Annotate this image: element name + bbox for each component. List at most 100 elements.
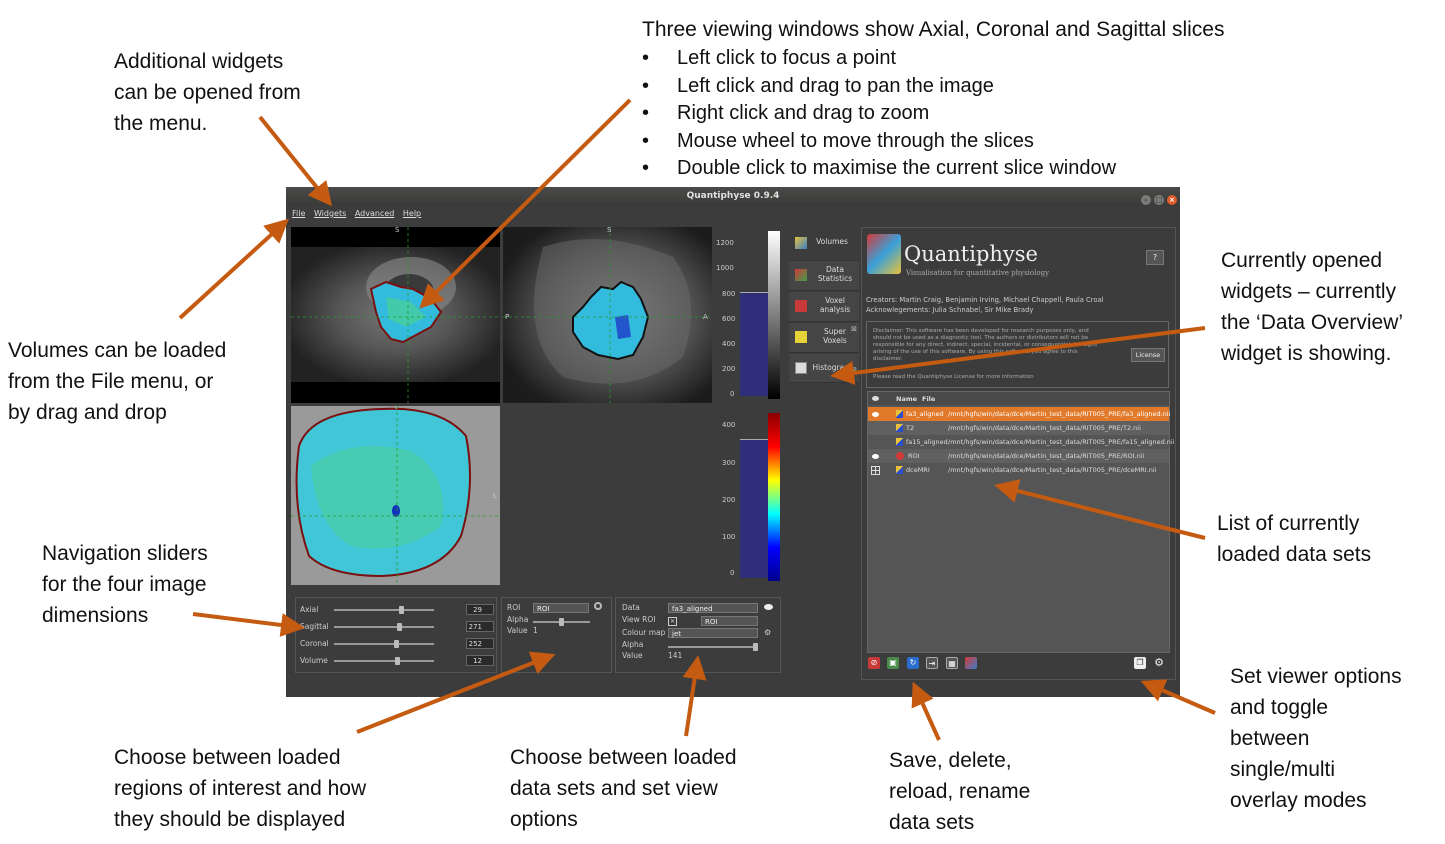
orientation-label: I	[395, 406, 398, 411]
roi-alpha-label: Alpha	[507, 615, 529, 624]
volume-slider[interactable]	[334, 657, 434, 665]
annotation-data-list: List of currently loaded data sets	[1217, 508, 1371, 570]
axial-slider[interactable]	[334, 606, 434, 614]
colour-palette-icon[interactable]	[965, 657, 977, 669]
arrow-nav-sliders	[192, 612, 305, 637]
close-tab-icon[interactable]: ⊠	[851, 366, 857, 374]
menu-advanced[interactable]: Advanced	[354, 209, 395, 218]
annotation-line: for the four image	[42, 573, 207, 596]
settings-gear-icon[interactable]: ⚙	[1154, 656, 1164, 669]
dataset-file: /mnt/hgfs/win/data/dce/Martin_test_data/…	[948, 410, 1171, 418]
annotation-viewing-title: Three viewing windows show Axial, Corona…	[642, 14, 1224, 45]
creators-text: Creators: Martin Craig, Benjamin Irving,…	[866, 296, 1104, 304]
annotation-line: regions of interest and how	[114, 777, 367, 800]
roi-settings-icon[interactable]	[594, 602, 602, 610]
save-icon[interactable]: ▣	[887, 657, 899, 669]
dataset-file: /mnt/hgfs/win/data/dce/Martin_test_data/…	[948, 424, 1141, 432]
coronal-view[interactable]: I L	[291, 406, 500, 585]
colour-map-options-icon[interactable]: ⚙	[764, 628, 772, 637]
slider-knob[interactable]	[395, 657, 400, 665]
sagittal-label: Sagittal	[300, 622, 329, 631]
tab-volumes[interactable]: Volumes	[789, 227, 859, 261]
colour-map-select[interactable]: jet	[668, 628, 758, 638]
annotation-line: loaded data sets	[1217, 543, 1372, 566]
data-alpha-slider[interactable]	[668, 643, 758, 651]
coronal-spinbox[interactable]: 252	[466, 638, 494, 649]
visible-eye-icon[interactable]	[872, 412, 879, 417]
annotation-line: single/multi	[1230, 758, 1336, 781]
reload-icon[interactable]: ↻	[907, 657, 919, 669]
slider-knob[interactable]	[753, 643, 758, 651]
roi-alpha-slider[interactable]	[533, 618, 590, 626]
visibility-eye-icon[interactable]	[764, 604, 773, 610]
minimize-icon[interactable]: –	[1141, 195, 1151, 205]
colorbar-tick: 0	[730, 390, 735, 398]
maximize-icon[interactable]: □	[1154, 195, 1164, 205]
rename-icon[interactable]: ⇥	[926, 657, 938, 669]
data-panel: Data fa3_aligned View ROI ✕ ROI Colour m…	[615, 597, 781, 673]
tab-data-statistics[interactable]: Data Statistics	[789, 261, 859, 291]
grid-icon[interactable]	[871, 466, 880, 475]
colorbar-tick: 0	[730, 569, 735, 577]
menu-file[interactable]: File	[292, 209, 306, 218]
view-roi-select[interactable]: ROI	[701, 616, 758, 626]
table-row[interactable]: fa15_aligned /mnt/hgfs/win/data/dce/Mart…	[868, 435, 1175, 449]
view-roi-label: View ROI	[622, 615, 656, 624]
slider-knob[interactable]	[397, 623, 402, 631]
data-select[interactable]: fa3_aligned	[668, 603, 758, 613]
menu-help[interactable]: Help	[402, 209, 422, 218]
annotation-viewer-options: Set viewer options and toggle between si…	[1230, 661, 1402, 816]
help-button[interactable]: ?	[1146, 250, 1164, 265]
annotation-save-delete: Save, delete, reload, rename data sets	[889, 745, 1030, 838]
statistics-icon	[795, 269, 807, 281]
delete-icon[interactable]: ⊘	[868, 657, 880, 669]
annotation-line: the ‘Data Overview’	[1221, 311, 1404, 334]
axial-view[interactable]: S	[291, 227, 500, 403]
slider-knob[interactable]	[399, 606, 404, 614]
navigation-panel: Axial 29 Sagittal 271 Coronal 252 Volume…	[295, 597, 497, 673]
orientation-label: L	[493, 492, 497, 500]
menu-bar: File Widgets Advanced Help	[286, 206, 421, 222]
visible-eye-icon[interactable]	[872, 454, 879, 459]
roi-value: 1	[533, 626, 538, 635]
dataset-name: T2	[906, 424, 915, 432]
license-button[interactable]: License	[1131, 348, 1165, 362]
axial-view-image	[291, 227, 500, 403]
annotation-line: Navigation sliders	[42, 542, 208, 565]
supervoxel-icon	[795, 331, 807, 343]
tab-histogram[interactable]: Histogram ⊠	[789, 354, 859, 383]
coronal-slider[interactable]	[334, 640, 434, 648]
visibility-column-icon	[872, 396, 879, 401]
colorbar-gradient	[768, 413, 780, 581]
sagittal-spinbox[interactable]: 271	[466, 621, 494, 632]
colorbar-main: 1200 1000 800 600 400 200 0	[714, 227, 786, 403]
slider-knob[interactable]	[394, 640, 399, 648]
annotation-current-widgets: Currently opened widgets – currently the…	[1221, 245, 1403, 369]
tab-super-voxels[interactable]: Super Voxels ⊠	[789, 323, 859, 353]
grid-view-icon[interactable]: ▦	[946, 657, 958, 669]
sagittal-slider[interactable]	[334, 623, 434, 631]
menu-widgets[interactable]: Widgets	[313, 209, 347, 218]
table-row[interactable]: ROI /mnt/hgfs/win/data/dce/Martin_test_d…	[868, 449, 1169, 463]
dataset-name: ROI	[908, 452, 920, 460]
roi-select[interactable]: ROI	[533, 603, 589, 613]
table-row[interactable]: dceMRI /mnt/hgfs/win/data/dce/Martin_tes…	[868, 463, 1169, 477]
annotation-line: Choose between loaded	[510, 746, 737, 769]
axial-spinbox[interactable]: 29	[466, 604, 494, 615]
tab-voxel-analysis[interactable]: Voxel analysis	[789, 292, 859, 322]
dataset-file: /mnt/hgfs/win/data/dce/Martin_test_data/…	[948, 466, 1157, 474]
close-tab-icon[interactable]: ⊠	[851, 325, 857, 333]
logo-title: Quantiphyse	[904, 242, 1038, 266]
table-row[interactable]: fa3_aligned /mnt/hgfs/win/data/dce/Marti…	[868, 407, 1171, 421]
close-icon[interactable]: ×	[1167, 195, 1177, 205]
slider-knob[interactable]	[559, 618, 564, 626]
sagittal-view[interactable]: S P A	[503, 227, 712, 403]
dataset-type-icon	[896, 438, 903, 446]
multi-overlay-icon[interactable]: ❐	[1134, 657, 1146, 669]
sagittal-row: Sagittal 271	[300, 621, 495, 633]
volume-spinbox[interactable]: 12	[466, 655, 494, 666]
annotation-line: List of currently	[1217, 512, 1360, 535]
view-roi-checkbox[interactable]: ✕	[668, 617, 677, 626]
table-row[interactable]: T2 /mnt/hgfs/win/data/dce/Martin_test_da…	[868, 421, 1169, 435]
dataset-type-icon	[896, 424, 903, 432]
